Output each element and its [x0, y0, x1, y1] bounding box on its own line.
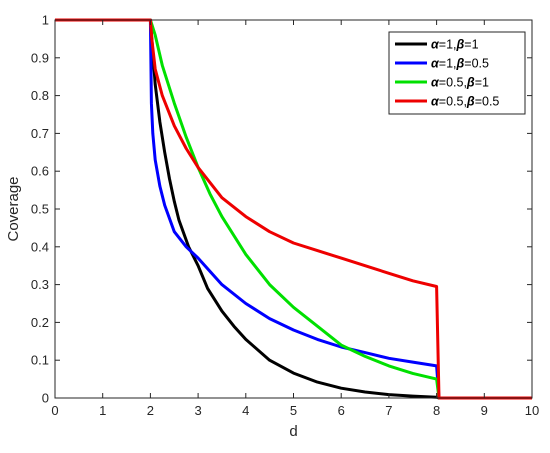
x-tick-label: 8: [433, 403, 440, 418]
y-tick-label: 0.8: [31, 88, 49, 103]
legend-label-part: β: [456, 38, 465, 52]
x-tick-label: 0: [51, 403, 58, 418]
series-line-1: [55, 18, 532, 400]
legend-label-part: =0.5,: [439, 95, 467, 109]
legend-label-part: β: [456, 57, 465, 71]
x-tick-label: 6: [338, 403, 345, 418]
y-tick-label: 0.9: [31, 50, 49, 65]
series-line-2: [55, 18, 532, 400]
legend-label-1: α=1,β=1: [431, 38, 479, 52]
series-layer: [55, 18, 532, 400]
legend-label-4: α=0.5,β=0.5: [431, 95, 499, 109]
legend-label-part: =0.5: [475, 95, 500, 109]
legend-label-part: β: [466, 76, 475, 90]
y-tick-label: 0.1: [31, 353, 49, 368]
y-tick-label: 0: [42, 391, 49, 406]
y-axis-label: Coverage: [5, 176, 22, 241]
legend-label-part: =0.5: [464, 57, 489, 71]
x-tick-label: 1: [99, 403, 106, 418]
legend: α=1,β=1α=1,β=0.5α=0.5,β=1α=0.5,β=0.5: [388, 31, 526, 115]
legend-label-part: β: [466, 95, 475, 109]
y-axis-ticks: 0 0.1 0.2 0.3 0.4 0.5 0.6 0.7 0.8 0.9 1: [31, 13, 532, 406]
legend-label-part: =0.5,: [439, 76, 467, 90]
x-tick-label: 7: [385, 403, 392, 418]
x-axis-ticks: 0 1 2 3 4 5 6 7 8 9 10: [51, 20, 539, 418]
y-tick-label: 0.2: [31, 315, 49, 330]
y-tick-label: 0.5: [31, 202, 49, 217]
x-tick-label: 4: [242, 403, 249, 418]
series-line-4: [55, 18, 532, 400]
y-tick-label: 0.6: [31, 164, 49, 179]
y-tick-label: 1: [42, 13, 49, 28]
x-tick-label: 5: [290, 403, 297, 418]
y-tick-label: 0.7: [31, 126, 49, 141]
x-axis-label: d: [289, 423, 297, 440]
x-tick-label: 3: [194, 403, 201, 418]
series-line-3: [55, 18, 532, 400]
legend-label-part: α: [431, 76, 440, 90]
legend-label-part: α: [431, 38, 440, 52]
y-tick-label: 0.3: [31, 277, 49, 292]
legend-label-part: =1: [464, 38, 478, 52]
legend-label-part: =1: [475, 76, 489, 90]
legend-label-part: =1,: [439, 38, 457, 52]
y-tick-label: 0.4: [31, 239, 49, 254]
legend-label-part: α: [431, 57, 440, 71]
legend-label-3: α=0.5,β=1: [431, 76, 489, 90]
legend-label-part: =1,: [439, 57, 457, 71]
x-tick-label: 9: [481, 403, 488, 418]
legend-label-2: α=1,β=0.5: [431, 57, 489, 71]
x-tick-label: 2: [147, 403, 154, 418]
legend-label-part: α: [431, 95, 440, 109]
x-tick-label: 10: [525, 403, 539, 418]
